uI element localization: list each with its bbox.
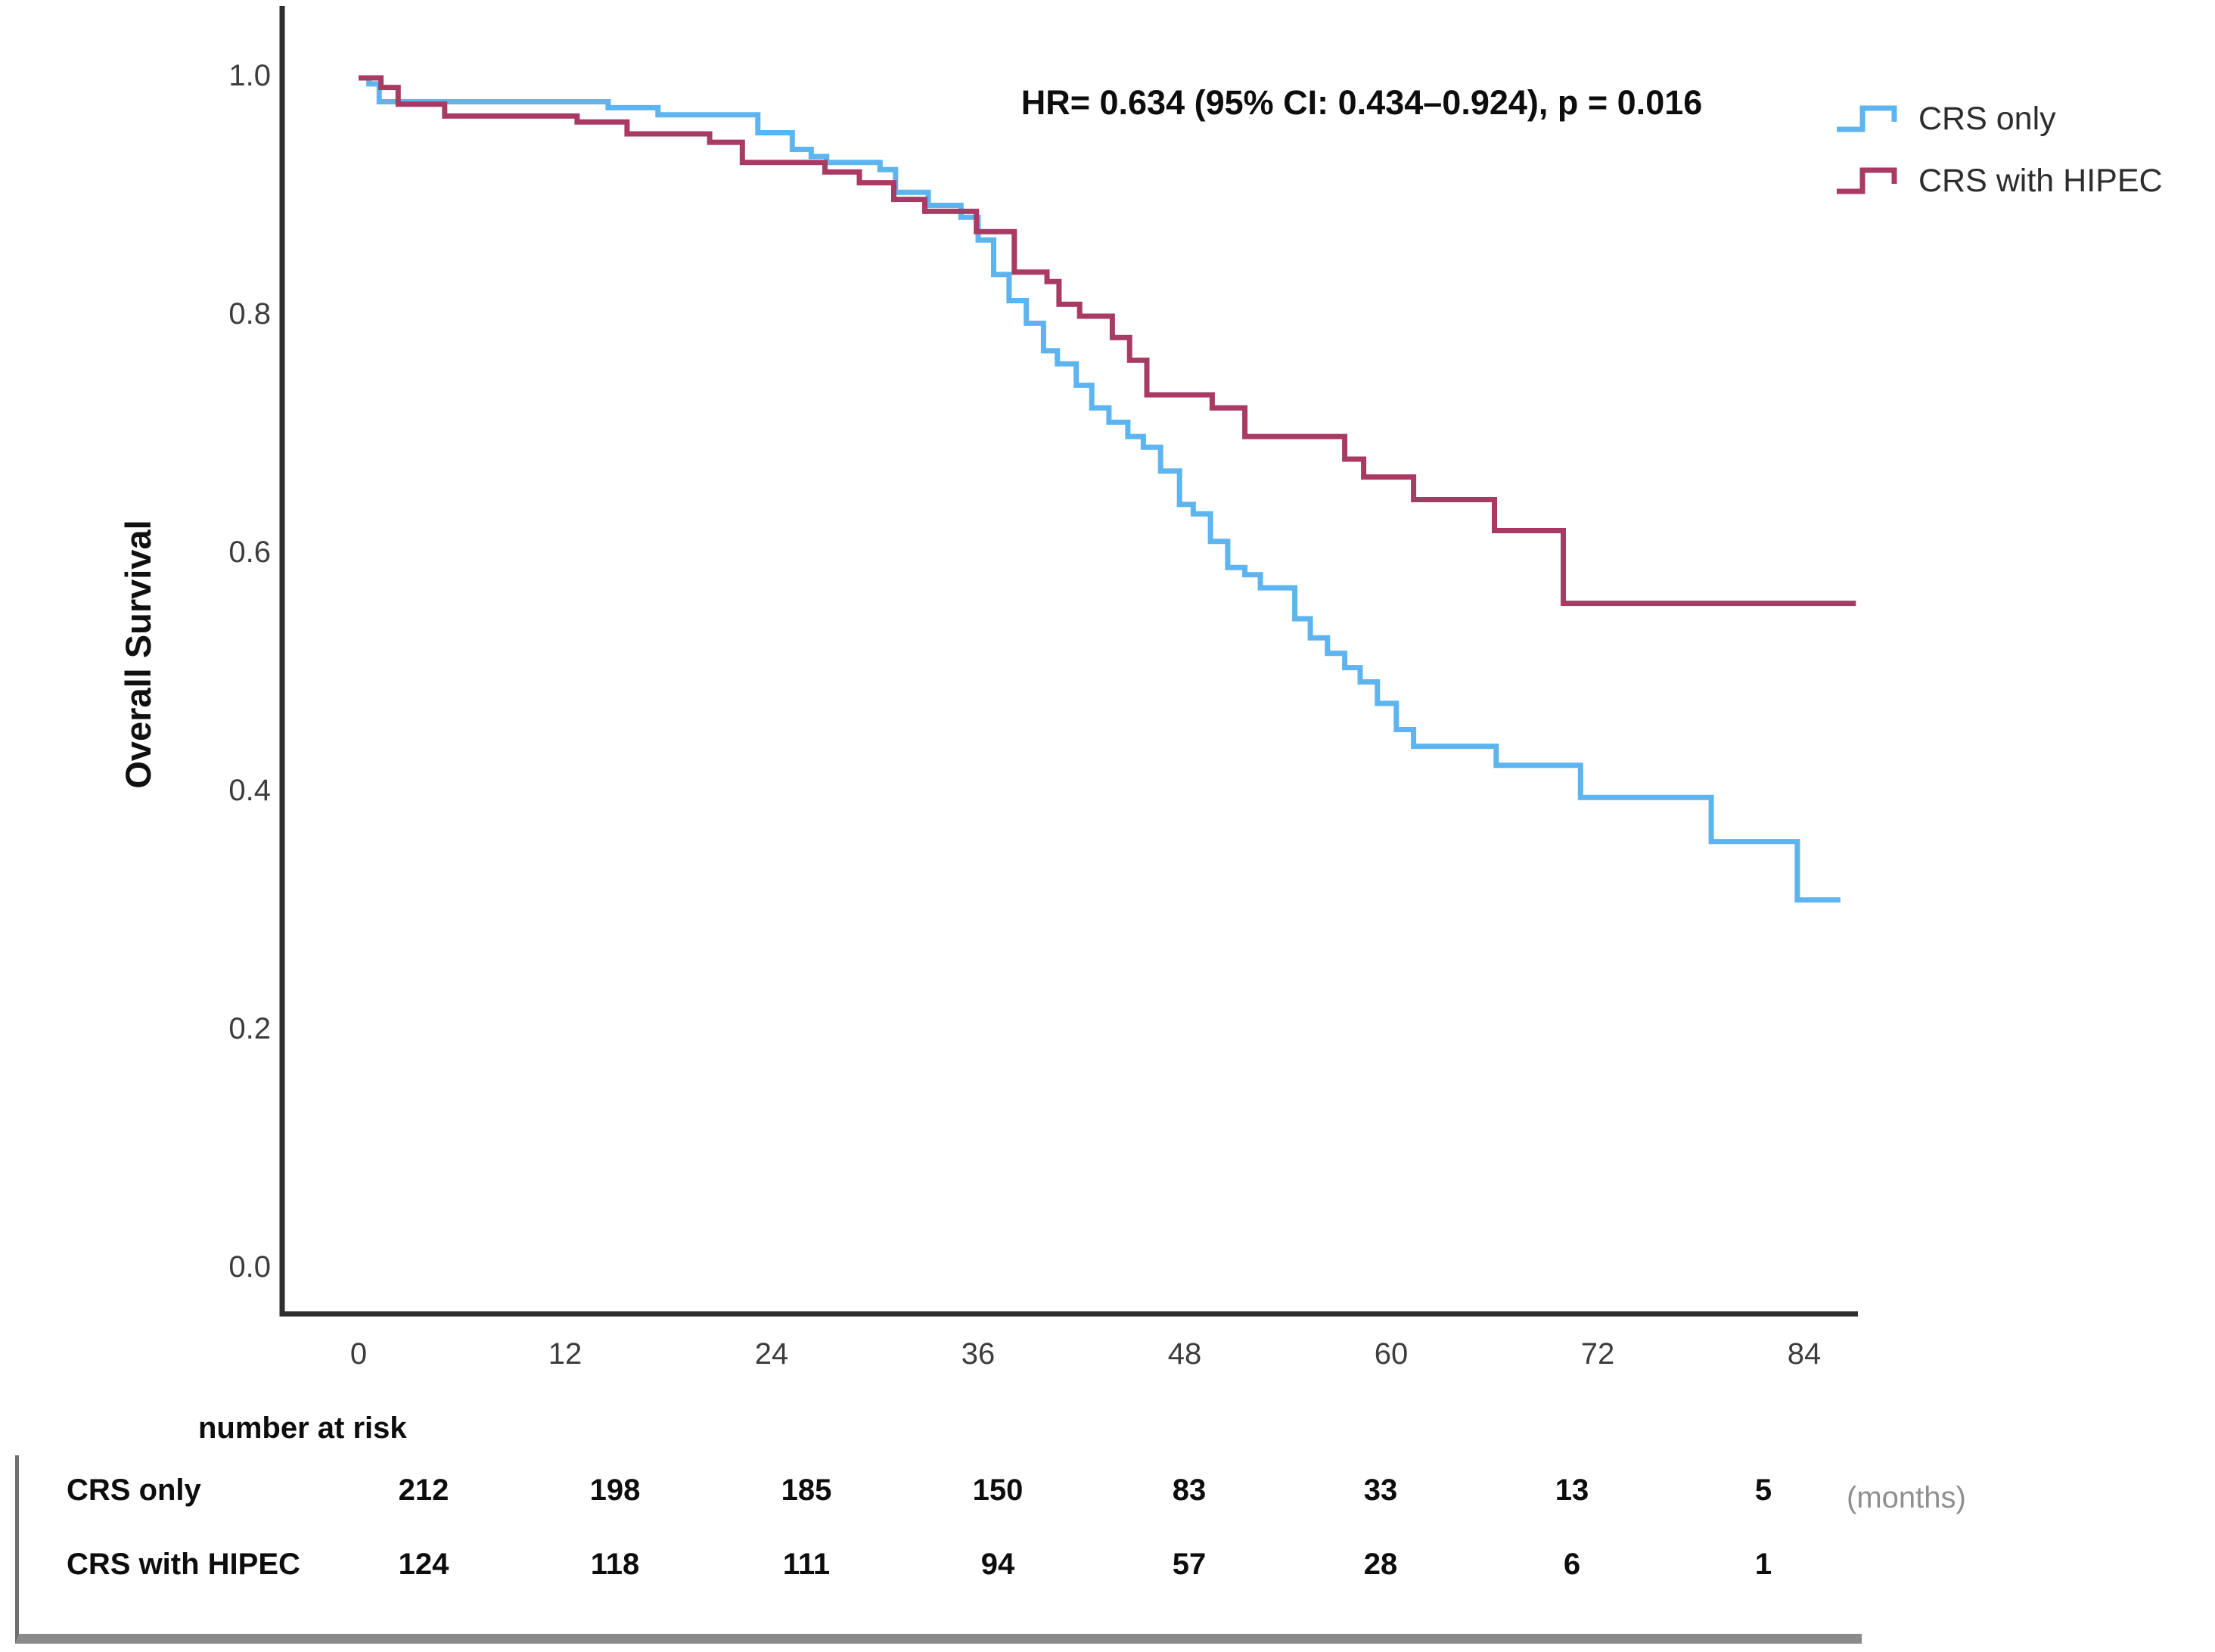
y-tick-label: 0.4 <box>228 774 271 807</box>
risk-row-label: CRS with HIPEC <box>67 1548 300 1581</box>
risk-value: 94 <box>980 1548 1015 1581</box>
risk-value: 111 <box>782 1548 831 1581</box>
hazard-ratio-annotation: HR= 0.634 (95% CI: 0.434–0.924), p = 0.0… <box>1021 83 1703 122</box>
x-tick-label: 72 <box>1580 1337 1615 1371</box>
x-tick-label: 36 <box>961 1337 996 1371</box>
y-tick-label: 1.0 <box>228 59 271 92</box>
risk-value: 6 <box>1563 1548 1581 1581</box>
x-tick-label: 0 <box>349 1337 368 1371</box>
axes <box>279 6 1858 1317</box>
risk-value: 124 <box>398 1548 449 1581</box>
legend-label-crs-only: CRS only <box>1918 100 2056 137</box>
y-tick-label: 0.0 <box>228 1250 271 1284</box>
km-curve-crs-with-hipec <box>359 75 1856 607</box>
risk-value: 5 <box>1754 1473 1772 1507</box>
y-tick-label: 0.2 <box>228 1012 271 1045</box>
x-tick-label: 12 <box>548 1337 582 1371</box>
risk-table-box <box>15 1455 1862 1644</box>
risk-value: 150 <box>972 1473 1024 1507</box>
number-at-risk-header: number at risk <box>198 1411 407 1445</box>
risk-value: 83 <box>1172 1473 1207 1507</box>
y-axis-title: Overall Survival <box>118 520 158 789</box>
risk-value: 13 <box>1555 1473 1589 1507</box>
risk-value: 118 <box>590 1548 640 1581</box>
legend-item-crs-only: CRS only <box>1834 88 2163 150</box>
legend: CRS only CRS with HIPEC <box>1834 88 2163 212</box>
risk-value: 28 <box>1363 1548 1398 1581</box>
x-tick-label: 60 <box>1374 1337 1409 1371</box>
y-tick-label: 0.8 <box>228 297 271 331</box>
risk-value: 1 <box>1754 1548 1772 1581</box>
risk-value: 185 <box>781 1473 832 1507</box>
x-tick-label: 24 <box>754 1337 789 1371</box>
step-line-icon <box>1837 167 1897 194</box>
risk-value: 198 <box>589 1473 641 1507</box>
risk-value: 33 <box>1363 1473 1398 1507</box>
x-axis-unit-label: (months) <box>1847 1481 1966 1514</box>
risk-row-label: CRS only <box>67 1473 201 1507</box>
step-line-icon <box>1837 105 1897 132</box>
legend-label-crs-with-hipec: CRS with HIPEC <box>1918 162 2163 199</box>
x-tick-label: 84 <box>1787 1337 1822 1371</box>
x-tick-label: 48 <box>1167 1337 1202 1371</box>
risk-value: 212 <box>398 1473 449 1507</box>
legend-item-crs-with-hipec: CRS with HIPEC <box>1834 150 2163 212</box>
y-tick-label: 0.6 <box>228 536 271 569</box>
km-curve-crs-only <box>359 75 1841 903</box>
risk-value: 57 <box>1172 1548 1207 1581</box>
